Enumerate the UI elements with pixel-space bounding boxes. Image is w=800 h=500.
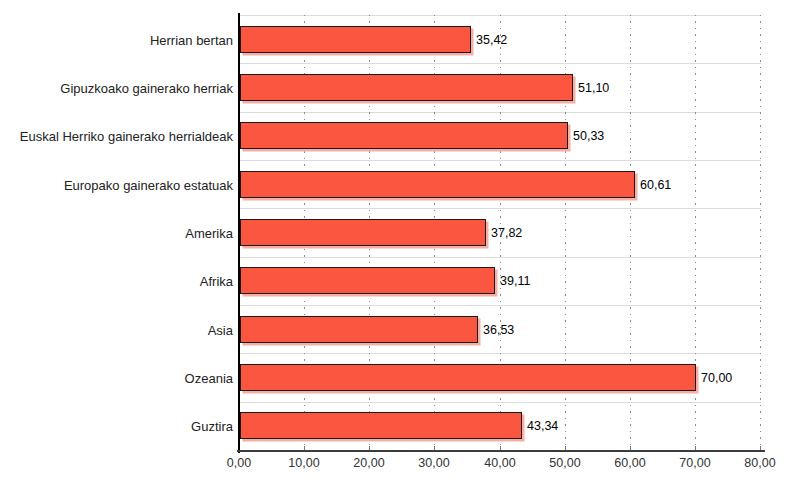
bar (240, 267, 495, 294)
category-label: Gipuzkoako gainerako herriak (0, 80, 233, 95)
x-axis-tick-label: 50,00 (549, 456, 580, 470)
x-axis-tick-label: 40,00 (484, 456, 515, 470)
bar (240, 74, 573, 101)
bar-value-label: 60,61 (640, 178, 671, 192)
x-axis-line (237, 450, 765, 452)
x-axis-tick-label: 0,00 (227, 456, 251, 470)
bar-value-label: 36,53 (483, 323, 514, 337)
bar-value-label: 43,34 (527, 419, 558, 433)
bar (240, 122, 568, 149)
bar-value-label: 51,10 (578, 81, 609, 95)
x-axis-tick-label: 80,00 (744, 456, 775, 470)
category-label: Ozeania (0, 370, 233, 385)
x-axis-tick-label: 20,00 (353, 456, 384, 470)
category-label: Guztira (0, 418, 233, 433)
bar-value-label: 50,33 (573, 129, 604, 143)
bar (240, 171, 635, 198)
bar (240, 26, 471, 53)
x-axis-tick-label: 60,00 (614, 456, 645, 470)
bar (240, 219, 486, 246)
x-axis-tick-label: 30,00 (418, 456, 449, 470)
bar-value-label: 39,11 (500, 274, 530, 288)
category-label: Afrika (0, 273, 233, 288)
bar (240, 316, 478, 343)
bar-value-label: 37,82 (491, 226, 522, 240)
category-label: Europako gainerako estatuak (0, 177, 233, 192)
bar-chart: 0,00 10,00 20,00 30,00 40,00 50,00 60,00 70,00 8… (0, 0, 800, 500)
bar (240, 412, 522, 439)
bar-value-label: 70,00 (701, 371, 732, 385)
bar-value-label: 35,42 (476, 33, 507, 47)
x-axis-tick-label: 70,00 (679, 456, 710, 470)
category-label: Amerika (0, 225, 233, 240)
bar (240, 364, 696, 391)
category-label: Herrian bertan (0, 32, 233, 47)
x-axis-tick-label: 10,00 (288, 456, 319, 470)
category-label: Euskal Herriko gainerako herrialdeak (0, 128, 233, 143)
vertical-gridline (760, 15, 761, 450)
category-label: Asia (0, 322, 233, 337)
